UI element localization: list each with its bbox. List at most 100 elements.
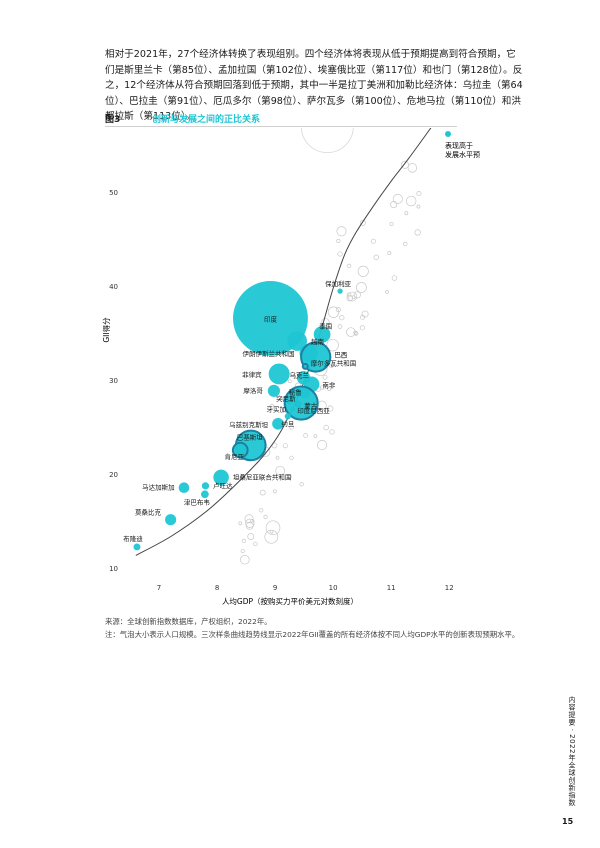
economy-bubble <box>340 353 346 359</box>
economy-bubble <box>269 403 275 409</box>
y-tick-label: 10 <box>109 565 118 573</box>
bubble-label: 保加利亚 <box>325 279 352 288</box>
bubble-label: 莫桑比克 <box>135 508 162 517</box>
economy-bubble <box>287 379 292 384</box>
economy-bubble <box>370 238 376 244</box>
sidebar-running-title: 内容提要 · 2022年全球创新指数 <box>568 696 576 807</box>
economy-bubble <box>289 455 294 461</box>
economy-bubble <box>238 521 243 526</box>
y-axis-ticks: 10 20 30 40 50 <box>109 189 118 573</box>
economy-bubble <box>264 529 279 544</box>
bubble-label: 乌克兰 <box>290 371 310 380</box>
economy-bubble <box>241 538 246 543</box>
economy-bubble <box>329 363 334 369</box>
economy-bubble <box>357 265 369 277</box>
economy-bubble <box>327 306 340 318</box>
economy-bubble <box>389 221 394 227</box>
economy-bubble <box>346 327 356 337</box>
bubble-坦桑尼亚联合共和国 <box>213 469 229 486</box>
bubble-label: 伊朗伊斯兰共和国 <box>243 349 295 358</box>
economy-bubble <box>387 251 392 256</box>
economy-bubble <box>346 292 352 298</box>
economy-bubble <box>391 275 398 281</box>
bubble-label: 坦桑尼亚联合共和国 <box>233 472 292 481</box>
economy-bubble <box>360 314 366 320</box>
economy-bubble <box>265 520 281 536</box>
economy-bubble <box>407 163 418 173</box>
bubble-label: 摩洛哥 <box>243 386 263 395</box>
y-tick-label: 30 <box>109 377 118 385</box>
figure-notes: 来源：全球创新指数数据库，产权组织，2022年。 注：气泡大小表示人口规模。三次… <box>105 616 525 643</box>
x-tick-label: 10 <box>329 584 338 592</box>
economy-bubble <box>286 474 292 480</box>
bubble-label: 肯尼亚 <box>225 452 245 461</box>
economy-bubble <box>327 387 331 391</box>
bubble-保加利亚 <box>337 288 343 294</box>
bubble-label: 印度 <box>264 314 278 323</box>
economy-bubble <box>404 211 409 216</box>
economy-bubble <box>353 291 361 299</box>
economy-bubble <box>361 310 369 318</box>
economy-bubble <box>336 226 347 237</box>
legend-label: 表现高于发展水平预期 <box>445 141 480 159</box>
bubble-label: 摩尔多瓦共和国 <box>311 358 357 367</box>
economy-bubble <box>240 548 245 554</box>
economy-bubble <box>329 429 335 435</box>
economy-bubble <box>356 282 367 293</box>
bubble-label: 津巴布韦 <box>184 497 211 506</box>
economy-bubble <box>282 443 288 449</box>
bubble-label: 秘鲁 <box>289 388 302 397</box>
economy-bubble <box>359 325 365 331</box>
bubble-摩洛哥 <box>267 384 281 397</box>
bubble-摩尔多瓦共和国 <box>301 362 309 370</box>
economy-bubble <box>245 518 255 528</box>
x-tick-label: 12 <box>445 584 454 592</box>
economy-bubble <box>275 455 280 460</box>
bubble-label: 菲律宾 <box>242 370 262 379</box>
economy-bubble <box>416 204 421 209</box>
economy-bubble <box>322 374 328 380</box>
x-tick-label: 9 <box>273 584 277 592</box>
bubble-label: 巴基斯坦 <box>237 432 264 441</box>
economy-bubble <box>323 424 329 431</box>
bubble-布隆迪 <box>133 543 141 551</box>
figure-number: 图3 <box>105 115 121 125</box>
bubble-label: 牙买加 <box>267 405 287 414</box>
bubble-巴西 <box>300 341 332 373</box>
economy-bubble <box>245 521 254 530</box>
economy-bubble <box>239 554 250 565</box>
economy-bubble <box>354 331 359 336</box>
bubble-label: 卢旺达 <box>213 481 233 490</box>
economy-bubble <box>337 324 343 329</box>
bubble-津巴布韦 <box>200 490 209 499</box>
bubble-label: 印度尼西亚 <box>297 406 330 415</box>
economy-bubble <box>321 318 330 327</box>
highlighted-bubbles <box>133 281 343 551</box>
economy-bubble <box>405 195 417 207</box>
economy-bubble <box>300 128 354 153</box>
x-tick-label: 8 <box>215 584 219 592</box>
economy-bubble <box>373 254 380 261</box>
economy-bubble <box>326 338 339 352</box>
economy-bubble <box>247 533 255 540</box>
economy-bubble <box>359 219 366 226</box>
economy-bubble <box>339 315 345 321</box>
economy-bubble <box>392 193 403 204</box>
economy-bubble <box>316 439 328 451</box>
y-tick-label: 40 <box>109 283 118 291</box>
economy-bubble <box>259 489 266 496</box>
economy-bubble <box>259 508 264 513</box>
bubble-label: 蒙古 <box>304 401 318 410</box>
y-tick-label: 50 <box>109 189 118 197</box>
economy-bubble <box>336 238 341 244</box>
economy-bubble <box>337 251 343 257</box>
bubble-label: 约旦 <box>281 419 295 428</box>
economy-bubble <box>289 424 295 430</box>
bubble-label: 马达加斯加 <box>142 483 175 492</box>
economy-bubble <box>341 282 346 287</box>
economy-bubble <box>244 514 254 524</box>
economy-bubble <box>347 263 352 269</box>
economy-bubble <box>390 201 398 209</box>
